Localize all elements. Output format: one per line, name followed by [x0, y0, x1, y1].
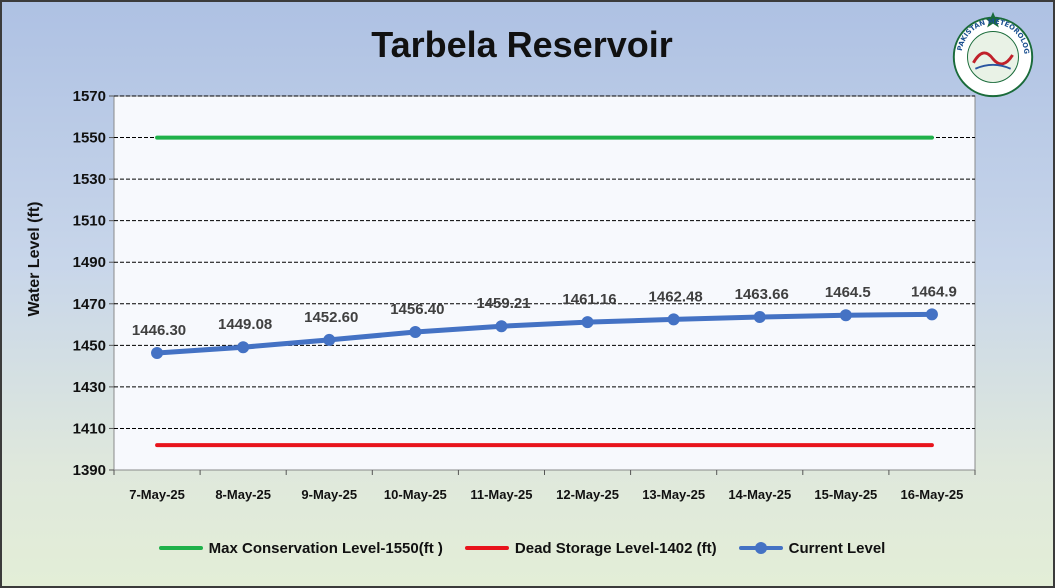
x-tick-label: 14-May-25 — [728, 487, 791, 502]
legend-item-max-conservation: Max Conservation Level-1550(ft ) — [158, 538, 443, 558]
current-level-point — [237, 341, 250, 354]
y-tick-label: 1410 — [73, 420, 106, 437]
current-level-line — [154, 311, 935, 356]
x-tick-label: 16-May-25 — [901, 487, 964, 502]
x-tick-label: 10-May-25 — [384, 487, 447, 502]
x-tick-label: 9-May-25 — [301, 487, 357, 502]
current-level-point — [495, 320, 508, 333]
legend-label-dead: Dead Storage Level-1402 (ft) — [514, 539, 717, 557]
y-tick-label: 1390 — [73, 462, 106, 479]
data-label: 1446.30 — [132, 322, 186, 339]
x-tick-label: 13-May-25 — [642, 487, 705, 502]
current-level-point — [667, 313, 680, 326]
y-tick-label: 1510 — [73, 213, 106, 230]
data-label: 1459.21 — [476, 295, 530, 312]
legend-swatch-current — [738, 538, 783, 558]
legend-swatch-dead — [464, 538, 509, 558]
x-tick-label: 12-May-25 — [556, 487, 619, 502]
x-tick-label: 8-May-25 — [215, 487, 271, 502]
x-tick-label: 7-May-25 — [129, 487, 185, 502]
legend: Max Conservation Level-1550(ft ) Dead St… — [2, 538, 1042, 558]
data-label: 1452.60 — [304, 309, 358, 326]
current-level-point — [925, 308, 938, 321]
data-label: 1464.9 — [911, 283, 957, 300]
data-label: 1456.40 — [390, 301, 444, 318]
current-level-point — [839, 309, 852, 322]
y-tick-label: 1490 — [73, 254, 106, 271]
current-level-point — [151, 347, 164, 360]
y-tick-label: 1550 — [73, 130, 106, 147]
chart-title: Tarbela Reservoir — [371, 24, 673, 65]
current-level-point — [753, 310, 766, 323]
x-tick-label: 11-May-25 — [470, 487, 532, 502]
legend-label-current: Current Level — [788, 539, 886, 557]
current-level-point — [323, 333, 336, 346]
legend-swatch-max — [158, 538, 203, 558]
y-tick-label: 1570 — [73, 88, 106, 105]
current-level-point — [409, 326, 422, 339]
data-label: 1461.16 — [562, 291, 616, 308]
legend-item-dead-storage: Dead Storage Level-1402 (ft) — [464, 538, 717, 558]
data-label: 1464.5 — [825, 284, 871, 301]
legend-label-max: Max Conservation Level-1550(ft ) — [208, 539, 443, 557]
legend-item-current-level: Current Level — [738, 538, 886, 558]
pakistan-meteorological-department-seal-icon: PAKISTAN METEOROLOGICAL DEPARTMENT — [944, 6, 1034, 98]
data-label: 1449.08 — [218, 316, 272, 333]
current-level-point — [581, 316, 594, 329]
y-tick-label: 1430 — [73, 379, 106, 396]
y-tick-label: 1450 — [73, 337, 106, 354]
data-label: 1463.66 — [735, 286, 789, 303]
plot-area — [113, 95, 976, 471]
y-tick-label: 1530 — [73, 171, 106, 188]
data-label: 1462.48 — [649, 288, 703, 305]
x-tick-label: 15-May-25 — [814, 487, 877, 502]
y-tick-label: 1470 — [73, 296, 106, 313]
